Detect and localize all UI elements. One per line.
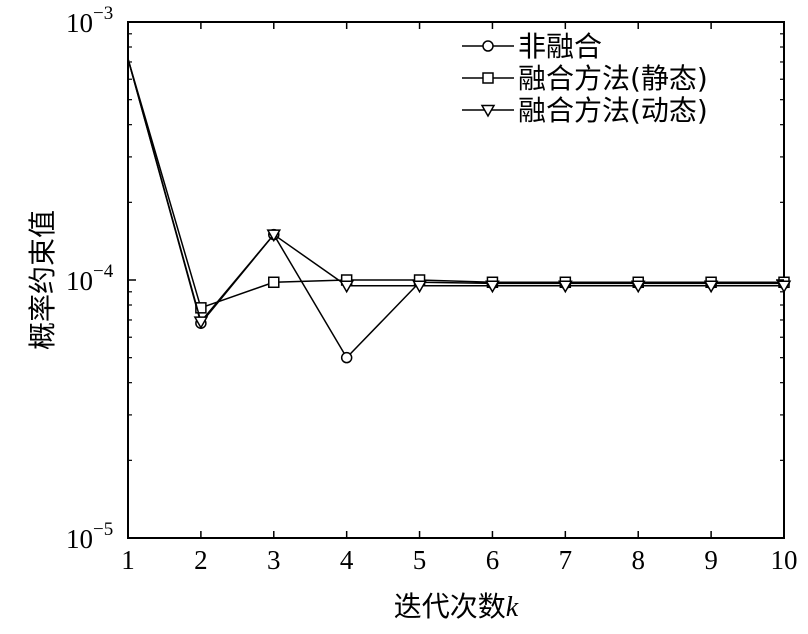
x-tick-label: 8 bbox=[631, 545, 645, 575]
data-point bbox=[630, 280, 646, 294]
series-line bbox=[127, 58, 784, 309]
data-point bbox=[339, 280, 354, 294]
legend-label: 融合方法(静态) bbox=[518, 62, 708, 95]
y-axis: 10−5 10−4 10−3 bbox=[66, 3, 784, 554]
data-point bbox=[703, 280, 719, 294]
x-axis-label-text: 迭代次数 bbox=[394, 590, 506, 623]
data-point bbox=[776, 280, 792, 294]
data-point bbox=[268, 276, 280, 289]
x-tick-label: 4 bbox=[340, 545, 354, 575]
legend-marker bbox=[482, 72, 494, 84]
x-tick-label: 9 bbox=[704, 545, 718, 575]
data-point bbox=[412, 280, 427, 294]
series-layer bbox=[127, 58, 792, 364]
legend-label: 融合方法(动态) bbox=[518, 94, 708, 127]
legend-marker bbox=[482, 40, 494, 52]
x-tick-label: 5 bbox=[413, 545, 427, 575]
x-axis-label-var: k bbox=[506, 592, 519, 623]
y-axis-label: 概率约束值 bbox=[26, 210, 59, 350]
data-point bbox=[340, 351, 353, 364]
data-point bbox=[193, 316, 209, 330]
x-axis: 1 2 3 4 5 6 7 8 9 10 bbox=[121, 22, 798, 575]
y-tick-label: 10−5 bbox=[66, 519, 113, 554]
x-tick-label: 1 bbox=[121, 545, 135, 575]
y-tick-label: 10−3 bbox=[66, 3, 113, 38]
x-tick-label: 10 bbox=[771, 545, 798, 575]
x-tick-label: 3 bbox=[267, 545, 281, 575]
series-3 bbox=[127, 58, 792, 330]
x-tick-label: 6 bbox=[486, 545, 500, 575]
legend-item-1: 非融合 bbox=[462, 30, 602, 63]
data-point bbox=[266, 229, 282, 243]
x-axis-label: 迭代次数k bbox=[394, 590, 519, 623]
x-tick-label: 2 bbox=[194, 545, 208, 575]
data-point bbox=[558, 280, 573, 294]
data-point bbox=[485, 280, 500, 294]
data-point bbox=[195, 302, 207, 314]
series-line bbox=[127, 58, 784, 323]
legend-label: 非融合 bbox=[518, 30, 602, 63]
legend-item-3: 融合方法(动态) bbox=[462, 94, 708, 127]
x-tick-label: 7 bbox=[559, 545, 573, 575]
legend-marker bbox=[480, 104, 496, 118]
y-tick-label: 10−4 bbox=[66, 261, 114, 296]
legend-item-2: 融合方法(静态) bbox=[462, 62, 708, 95]
